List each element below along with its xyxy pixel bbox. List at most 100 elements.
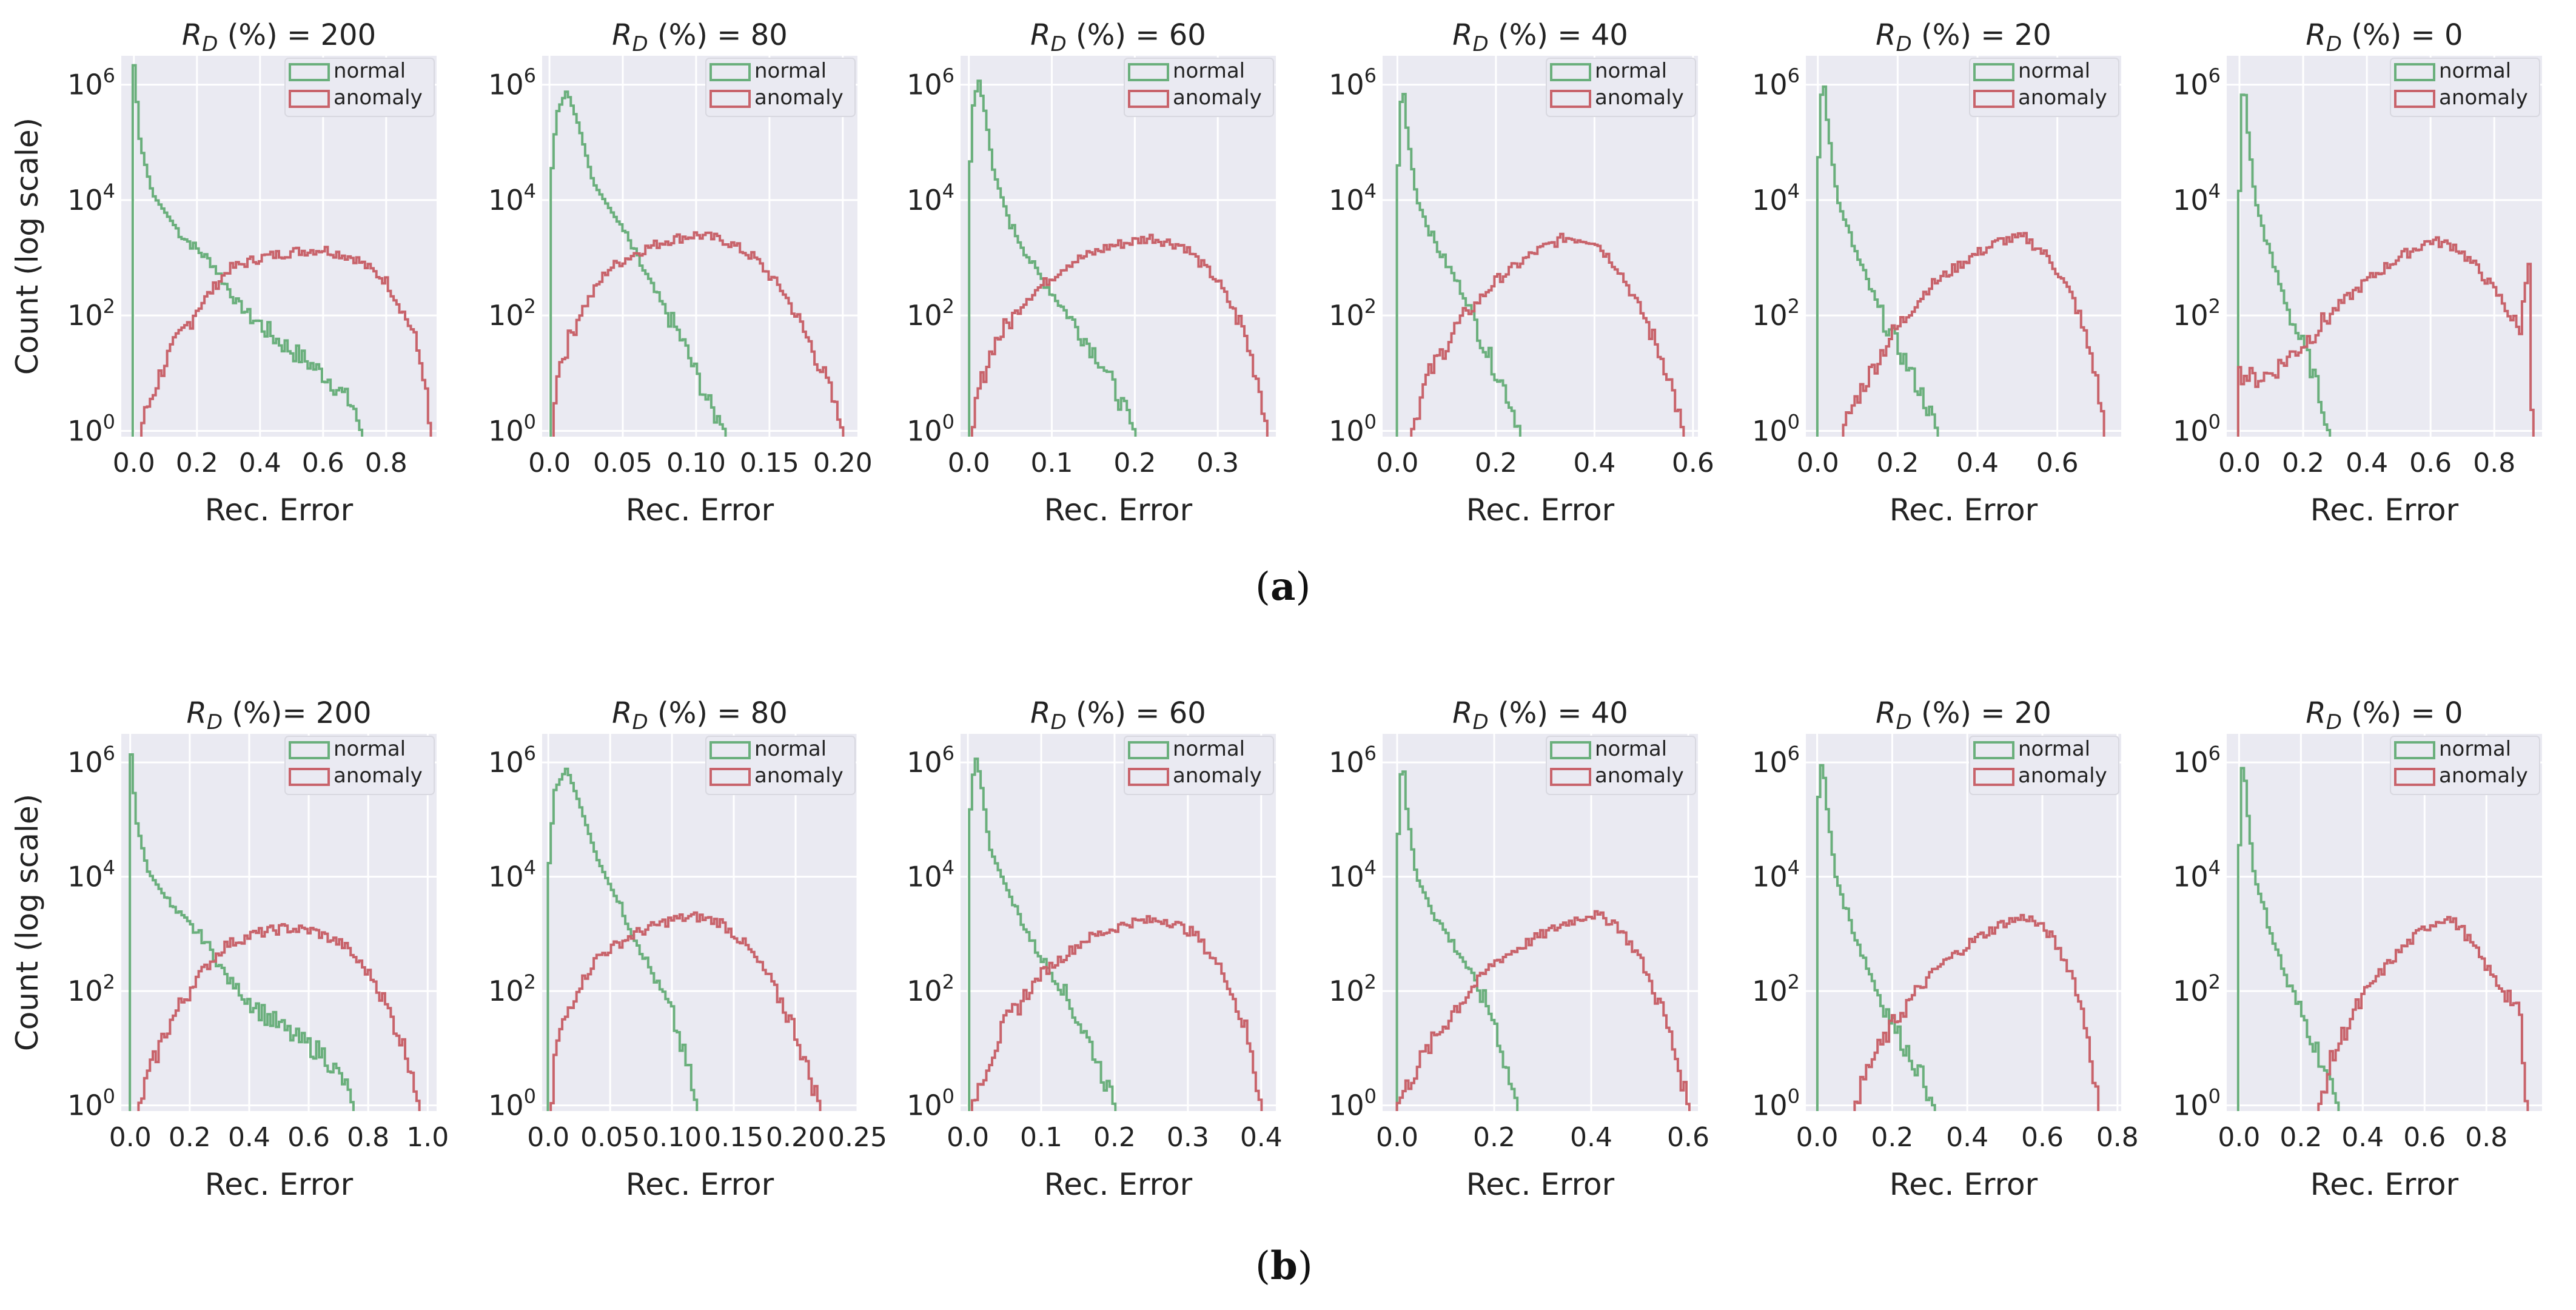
x-tick-label: 0.2 bbox=[1473, 1122, 1515, 1153]
y-tick-label: 102 bbox=[1752, 295, 1800, 332]
x-tick-label: 0.8 bbox=[2096, 1122, 2139, 1153]
legend-label-anomaly: anomaly bbox=[1595, 764, 1684, 788]
row-label-a: (a) bbox=[1255, 564, 1311, 610]
legend-swatch-anomaly bbox=[709, 768, 751, 786]
series-anomaly bbox=[2236, 236, 2535, 437]
legend-swatch-anomaly bbox=[289, 90, 330, 108]
x-tick-label: 0.0 bbox=[1796, 1122, 1839, 1153]
legend-label-anomaly: anomaly bbox=[1173, 86, 1262, 110]
legend-label-normal: normal bbox=[2018, 59, 2090, 83]
x-tick-label: 1.0 bbox=[406, 1122, 449, 1153]
series-normal bbox=[131, 64, 364, 437]
series-normal bbox=[968, 757, 1117, 1111]
legend-label-normal: normal bbox=[754, 59, 827, 83]
x-tick-label: 0.20 bbox=[813, 448, 873, 479]
x-tick-label: 0.0 bbox=[527, 1122, 569, 1153]
x-tick-label: 0.2 bbox=[1093, 1122, 1136, 1153]
legend-swatch-anomaly bbox=[289, 768, 330, 786]
y-tick-label: 104 bbox=[67, 180, 115, 217]
legend-box bbox=[2390, 736, 2540, 795]
x-tick-label: 0.0 bbox=[109, 1122, 152, 1153]
y-tick-label: 100 bbox=[2173, 1085, 2221, 1122]
y-tick-label: 102 bbox=[67, 970, 115, 1007]
x-tick-label: 0.2 bbox=[2282, 448, 2324, 479]
legend-label-normal: normal bbox=[334, 737, 406, 761]
y-tick-label: 102 bbox=[488, 970, 536, 1007]
y-tick-label: 104 bbox=[2173, 856, 2221, 893]
legend-box bbox=[1969, 736, 2119, 795]
series-anomaly bbox=[1395, 910, 1691, 1111]
panel-a-40: 0.0 0.2 0.4 0.6 100 102 104 106 RD (%) = 40 norma… bbox=[1329, 18, 1714, 528]
legend-box bbox=[284, 736, 435, 795]
y-tick-label: 106 bbox=[1752, 742, 1800, 779]
y-tick-label: 104 bbox=[67, 856, 115, 893]
x-tick-label: 0.2 bbox=[2279, 1122, 2322, 1153]
x-tick-label: 0.4 bbox=[1946, 1122, 1988, 1153]
panel-a-60: 0.0 0.1 0.2 0.3 100 102 104 106 RD (%) = 60 norma… bbox=[907, 18, 1276, 528]
series-normal bbox=[549, 90, 727, 437]
legend-swatch-anomaly bbox=[2394, 90, 2435, 108]
panel-title: RD (%) = 200 bbox=[182, 18, 376, 56]
legend-swatch-anomaly bbox=[1550, 768, 1591, 786]
legend-swatch-anomaly bbox=[1550, 90, 1591, 108]
legend-box bbox=[1124, 58, 1274, 117]
x-tick-label: 0.6 bbox=[287, 1122, 330, 1153]
x-tick-label: 0.8 bbox=[2465, 1122, 2507, 1153]
panel-a-200: 0.0 0.2 0.4 0.6 0.8 100 102 104 106 RD (%) = 200 n… bbox=[10, 18, 437, 528]
x-tick-label: 0.2 bbox=[176, 448, 218, 479]
panel-title: RD (%) = 60 bbox=[1030, 18, 1206, 56]
x-tick-label: 0.8 bbox=[2473, 448, 2515, 479]
x-tick-label: 0.4 bbox=[2341, 1122, 2384, 1153]
x-tick-label: 0.2 bbox=[1113, 448, 1156, 479]
legend-swatch-normal bbox=[289, 63, 330, 81]
x-tick-label: 0.6 bbox=[2403, 1122, 2446, 1153]
x-axis-label: Rec. Error bbox=[205, 1167, 354, 1202]
y-tick-label: 106 bbox=[2173, 64, 2221, 101]
legend-box bbox=[705, 736, 856, 795]
x-tick-label: 0.6 bbox=[2036, 448, 2079, 479]
y-tick-label: 106 bbox=[907, 742, 954, 779]
series-normal bbox=[2236, 93, 2332, 437]
plot-area bbox=[1383, 734, 1698, 1111]
series-anomaly bbox=[1853, 913, 2100, 1111]
x-axis-label: Rec. Error bbox=[1890, 492, 2038, 528]
series-anomaly bbox=[970, 233, 1269, 437]
y-tick-label: 102 bbox=[1752, 970, 1800, 1007]
y-tick-label: 100 bbox=[67, 1085, 115, 1122]
legend-swatch-anomaly bbox=[709, 90, 751, 108]
panel-title: RD (%) = 40 bbox=[1452, 696, 1628, 734]
series-normal bbox=[2236, 767, 2340, 1111]
x-axis-label: Rec. Error bbox=[1466, 1167, 1615, 1202]
y-tick-label: 100 bbox=[1752, 410, 1800, 447]
x-tick-label: 0.2 bbox=[1876, 448, 1919, 479]
y-tick-label: 104 bbox=[907, 856, 954, 893]
legend-label-anomaly: anomaly bbox=[2439, 86, 2528, 110]
panel-title: RD (%) = 40 bbox=[1452, 18, 1628, 56]
legend-label-anomaly: anomaly bbox=[334, 86, 423, 110]
legend-swatch-normal bbox=[2394, 63, 2435, 81]
legend-box bbox=[1546, 736, 1696, 795]
legend-swatch-anomaly bbox=[1973, 90, 2014, 108]
legend-label-normal: normal bbox=[2439, 737, 2511, 761]
x-tick-label: 0.20 bbox=[766, 1122, 825, 1153]
legend-swatch-anomaly bbox=[1128, 768, 1169, 786]
x-tick-label: 0.2 bbox=[1871, 1122, 1913, 1153]
legend-swatch-normal bbox=[1128, 741, 1169, 759]
legend-label-normal: normal bbox=[1595, 59, 1667, 83]
y-tick-label: 102 bbox=[907, 295, 954, 332]
legend-swatch-normal bbox=[1128, 63, 1169, 81]
x-tick-label: 0.4 bbox=[1570, 1122, 1612, 1153]
y-tick-label: 104 bbox=[488, 180, 536, 217]
panel-b-20: 0.0 0.2 0.4 0.6 0.8 100 102 104 106 RD (%) = 20 no… bbox=[1752, 696, 2139, 1202]
y-tick-label: 100 bbox=[488, 1085, 536, 1122]
y-tick-label: 102 bbox=[67, 295, 115, 332]
x-axis-label: Rec. Error bbox=[1044, 492, 1193, 528]
panel-a-0: 0.0 0.2 0.4 0.6 0.8 100 102 104 106 RD (%) = 0 nor… bbox=[2173, 18, 2542, 528]
legend-label-normal: normal bbox=[2439, 59, 2511, 83]
x-tick-label: 0.0 bbox=[528, 448, 571, 479]
x-tick-label: 0.15 bbox=[704, 1122, 763, 1153]
x-axis-label: Rec. Error bbox=[2310, 492, 2459, 528]
x-tick-label: 0.4 bbox=[1240, 1122, 1283, 1153]
x-tick-label: 0.2 bbox=[169, 1122, 211, 1153]
plot-area bbox=[121, 56, 437, 437]
